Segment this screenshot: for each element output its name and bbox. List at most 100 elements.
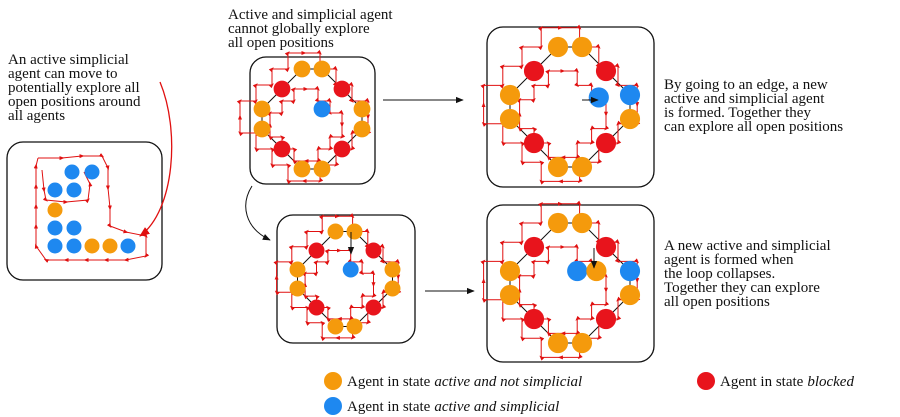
agent bbox=[102, 238, 118, 254]
legend-prefix: Agent in state bbox=[347, 399, 431, 415]
agent bbox=[619, 284, 641, 306]
legend-label: Agent in state active and simplicial bbox=[347, 399, 559, 415]
agent bbox=[547, 36, 569, 58]
legend-prefix: Agent in state bbox=[347, 374, 431, 390]
caption-line: all agents bbox=[8, 108, 65, 124]
caption: Active and simplicial agent cannot global… bbox=[228, 7, 393, 51]
agent bbox=[523, 60, 545, 82]
legend-prefix: Agent in state bbox=[720, 374, 804, 390]
agent bbox=[547, 156, 569, 178]
agent bbox=[619, 108, 641, 130]
caption-line: agent is formed when bbox=[664, 252, 794, 268]
agent bbox=[547, 212, 569, 234]
agent bbox=[384, 280, 401, 297]
legend-label: Agent in state blocked bbox=[720, 374, 854, 390]
caption-line: Together they can explore bbox=[664, 280, 820, 296]
loop bbox=[273, 213, 402, 342]
agent bbox=[595, 308, 617, 330]
caption: An active simplicial agent can move to pot… bbox=[8, 52, 141, 124]
legend-state: active and simplicial bbox=[434, 399, 559, 415]
agent bbox=[571, 332, 593, 354]
caption-line: is formed. Together they bbox=[664, 105, 811, 121]
caption-line: all open positions bbox=[664, 294, 770, 310]
agent bbox=[47, 202, 63, 218]
agent bbox=[588, 87, 609, 108]
agent bbox=[346, 223, 363, 240]
loop bbox=[33, 152, 150, 263]
agent bbox=[499, 284, 521, 306]
agent bbox=[353, 120, 371, 138]
legend-swatch bbox=[324, 397, 342, 415]
panel-d bbox=[486, 204, 655, 363]
caption: By going to an edge, a new active and sim… bbox=[664, 77, 843, 135]
panel-left bbox=[6, 141, 163, 281]
agent bbox=[365, 242, 382, 259]
caption-line: An active simplicial bbox=[8, 52, 129, 68]
loop bbox=[236, 49, 372, 185]
loop bbox=[41, 169, 93, 204]
agent bbox=[253, 120, 271, 138]
agent bbox=[499, 108, 521, 130]
agent bbox=[342, 261, 359, 278]
caption-line: cannot globally explore bbox=[228, 21, 370, 37]
caption: A new active and simplicial agent is form… bbox=[664, 238, 831, 310]
legend-state: active and not simplicial bbox=[434, 374, 582, 390]
loop bbox=[301, 247, 377, 323]
loop bbox=[480, 24, 641, 185]
caption-line: agent can move to bbox=[8, 66, 118, 82]
agent bbox=[619, 260, 641, 282]
agent bbox=[547, 332, 569, 354]
agent bbox=[293, 60, 311, 78]
agent bbox=[499, 84, 521, 106]
agent bbox=[289, 261, 306, 278]
agent bbox=[47, 182, 63, 198]
agent bbox=[47, 238, 63, 254]
panel-b bbox=[486, 26, 655, 188]
agent bbox=[47, 220, 63, 236]
agent bbox=[523, 308, 545, 330]
loop bbox=[266, 85, 346, 165]
agent bbox=[586, 260, 607, 282]
legend-label: Agent in state active and not simplicial bbox=[347, 374, 582, 390]
agent bbox=[64, 164, 80, 180]
panel-a bbox=[249, 56, 376, 185]
caption-line: By going to an edge, a new bbox=[664, 77, 828, 93]
legend-swatch bbox=[324, 372, 342, 390]
agent bbox=[499, 260, 521, 282]
legend-state: blocked bbox=[807, 374, 854, 390]
agent bbox=[353, 100, 371, 118]
loop bbox=[480, 200, 641, 361]
agent bbox=[333, 80, 351, 98]
caption-line: open positions around bbox=[8, 94, 141, 110]
agent bbox=[66, 220, 82, 236]
agent bbox=[567, 260, 588, 282]
agent bbox=[327, 223, 344, 240]
agent bbox=[346, 318, 363, 335]
agent bbox=[523, 236, 545, 258]
agent bbox=[308, 299, 325, 316]
agent bbox=[327, 318, 344, 335]
agent bbox=[273, 140, 291, 158]
agent bbox=[293, 160, 311, 178]
agent bbox=[365, 299, 382, 316]
caption-line: active and simplicial agent bbox=[664, 91, 825, 107]
agent bbox=[523, 132, 545, 154]
caption-line: potentially explore all bbox=[8, 80, 140, 96]
caption-line: can explore all open positions bbox=[664, 119, 843, 135]
agent bbox=[289, 280, 306, 297]
caption-line: Active and simplicial agent bbox=[228, 7, 393, 23]
agent bbox=[253, 100, 271, 118]
agent bbox=[308, 242, 325, 259]
agent bbox=[595, 236, 617, 258]
caption-line: the loop collapses. bbox=[664, 266, 775, 282]
agent bbox=[619, 84, 641, 106]
caption-line: all open positions bbox=[228, 35, 334, 51]
agent bbox=[84, 238, 100, 254]
agent bbox=[313, 60, 331, 78]
agent bbox=[571, 36, 593, 58]
agent bbox=[66, 182, 82, 198]
agent bbox=[571, 156, 593, 178]
agent bbox=[384, 261, 401, 278]
agent bbox=[595, 60, 617, 82]
